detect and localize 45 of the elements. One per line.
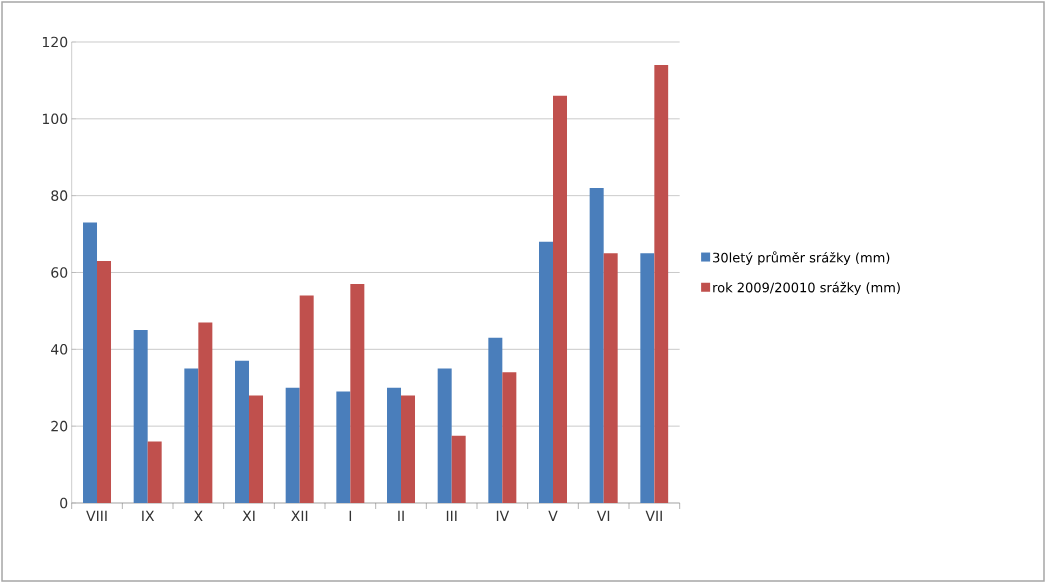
y-tick-label: 80: [51, 190, 68, 201]
bar: [387, 387, 402, 503]
bar: [235, 360, 250, 503]
bar: [589, 187, 604, 503]
bar: [350, 284, 365, 503]
bar: [147, 441, 162, 503]
bar: [654, 65, 669, 503]
bar: [437, 368, 452, 503]
y-tick-label: 120: [42, 36, 68, 48]
bar: [640, 253, 655, 503]
y-tick-label: 60: [51, 267, 68, 278]
y-tick-label: 40: [51, 344, 68, 355]
bar: [184, 368, 199, 503]
y-tick-label: 100: [42, 113, 68, 125]
bar: [249, 395, 264, 503]
x-tick-label: II: [398, 510, 404, 521]
x-tick-label: X: [193, 510, 203, 521]
bar: [97, 260, 112, 503]
x-tick-label: IX: [142, 510, 155, 521]
legend-label: rok 2009/20010 srážky (mm): [713, 281, 900, 295]
y-tick-label: 0: [60, 497, 68, 509]
x-tick-label: VI: [596, 510, 610, 521]
bar: [133, 330, 148, 503]
x-tick-label: XII: [291, 510, 308, 521]
x-tick-label: VII: [645, 510, 662, 521]
x-tick-label: III: [446, 510, 457, 521]
bar: [336, 391, 351, 503]
x-tick-label: VIII: [86, 510, 107, 521]
x-tick-label: I: [349, 510, 352, 521]
bar: [285, 387, 300, 503]
bar: [502, 372, 517, 503]
legend-label: 30letý průměr srážky (mm): [713, 251, 890, 265]
bar: [539, 241, 554, 503]
bar: [198, 322, 213, 503]
x-tick-label: XI: [242, 510, 255, 521]
bar: [488, 337, 503, 503]
x-tick-label: V: [548, 510, 558, 521]
bar: [401, 395, 416, 503]
x-tick-label: IV: [496, 510, 510, 521]
y-tick-label: 20: [51, 420, 68, 432]
bar: [603, 253, 618, 503]
bar: [299, 295, 314, 503]
bar: [83, 222, 98, 503]
bar: [553, 95, 568, 503]
bar: [451, 435, 466, 503]
